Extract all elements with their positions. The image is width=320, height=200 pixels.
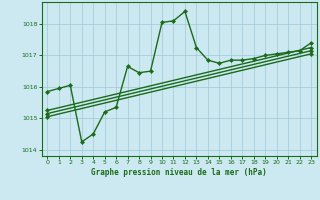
X-axis label: Graphe pression niveau de la mer (hPa): Graphe pression niveau de la mer (hPa) xyxy=(91,168,267,177)
